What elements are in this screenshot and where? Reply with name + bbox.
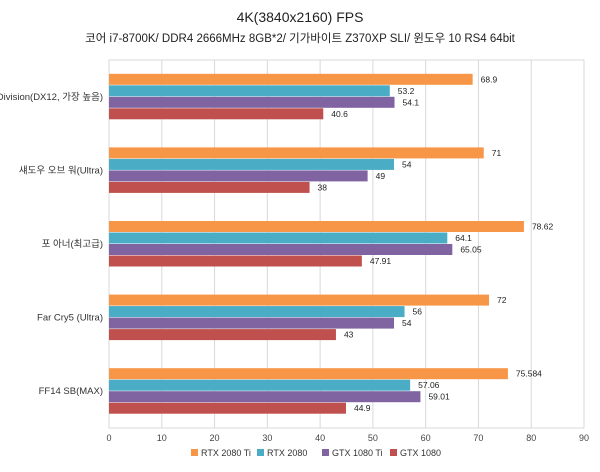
x-tick-label: 90 [579,433,589,443]
data-label: 56 [413,307,423,317]
category-label: Division(DX12, 가장 높음) [0,92,103,103]
data-label: 47.91 [370,256,392,266]
data-label: 72 [497,295,507,305]
data-label: 68.9 [481,74,498,84]
legend-label: RTX 2080 [267,448,307,458]
bar [109,158,394,170]
bar [109,232,448,244]
data-label: 64.1 [455,233,472,243]
data-label: 71 [492,148,502,158]
legend-swatch [322,449,329,456]
category-label: FF14 SB(MAX) [39,386,103,397]
data-label: 57.06 [418,380,440,390]
data-label: 44.9 [354,403,371,413]
data-label: 54 [402,318,412,328]
bar [109,368,508,380]
x-tick-label: 80 [526,433,536,443]
data-label: 54.1 [403,97,420,107]
data-label: 54 [402,159,412,169]
category-label: Far Cry5 (Ultra) [37,313,103,324]
category-label: 섀도우 오브 워(Ultra) [19,165,103,176]
chart-title: 4K(3840x2160) FPS [236,9,364,25]
x-tick-label: 70 [473,433,483,443]
x-tick-label: 10 [157,433,167,443]
bar [109,73,473,85]
bar [109,329,336,341]
legend-label: GTX 1080 Ti [332,448,383,458]
legend-swatch [191,449,198,456]
data-label: 78.62 [532,222,554,232]
x-tick-label: 0 [106,433,111,443]
data-label: 65.05 [460,245,482,255]
legend-swatch [257,449,264,456]
data-label: 40.6 [331,109,348,119]
category-label: 포 아너(최고급) [42,239,103,250]
bar [109,108,324,120]
bar [109,306,405,318]
data-label: 43 [344,330,354,340]
data-label: 75.584 [516,369,542,379]
data-label: 53.2 [398,86,415,96]
bar [109,402,346,414]
bar [109,294,489,306]
data-label: 38 [318,182,328,192]
legend-swatch [390,449,397,456]
legend-label: RTX 2080 Ti [201,448,251,458]
bar [109,379,411,391]
bar [109,244,453,255]
bar [109,170,368,182]
data-label: 49 [376,171,386,181]
x-tick-label: 50 [368,433,378,443]
chart-subtitle: 코어 i7-8700K/ DDR4 2666MHz 8GB*2/ 기가바이트 Z… [85,33,515,45]
x-tick-label: 40 [315,433,325,443]
bar [109,85,390,97]
bar [109,181,310,193]
bar [109,147,484,159]
bar [109,221,524,232]
data-label: 59.01 [428,392,450,402]
x-tick-label: 20 [210,433,220,443]
bar [109,255,362,267]
bar [109,391,421,403]
x-tick-label: 30 [262,433,272,443]
legend-label: GTX 1080 [400,448,441,458]
x-tick-label: 60 [421,433,431,443]
bar [109,317,394,329]
bar [109,96,395,108]
